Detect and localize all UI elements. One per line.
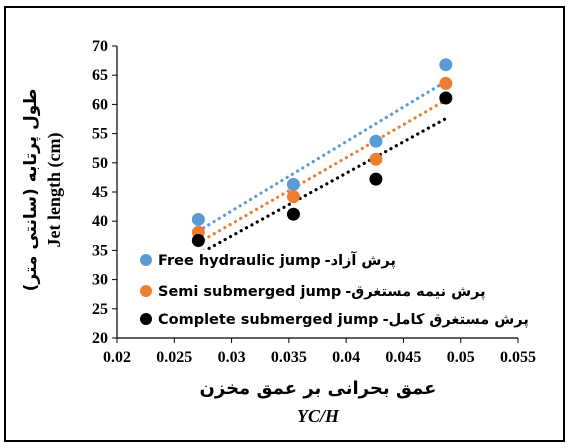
x-tick-labels: 0.02 0.025 0.03 0.035 0.04 0.045 0.05 0.055 [103, 338, 536, 366]
data-points [191, 58, 453, 247]
trendline [196, 98, 448, 245]
legend-label-fa: پرش نیمه مستغرق- [345, 284, 485, 300]
legend-bg [136, 309, 361, 329]
y-axis-label-latin: Jet length (cm) [44, 133, 65, 248]
data-point [191, 212, 205, 226]
data-point [369, 134, 383, 148]
x-tick-label: 0.025 [156, 349, 192, 366]
data-point [191, 233, 205, 247]
legend-marker [140, 254, 152, 266]
data-point [439, 76, 453, 90]
legend-bg [136, 281, 361, 301]
y-tick-label: 50 [92, 155, 108, 172]
trendline [196, 116, 448, 256]
chart-frame [4, 6, 565, 442]
y-tick-label: 25 [92, 301, 108, 318]
y-tick-label: 30 [92, 272, 108, 289]
x-tick-label: 0.055 [500, 349, 536, 366]
y-tick-label: 40 [92, 213, 108, 230]
legend-label: Free hydraulic jump [158, 253, 321, 269]
y-tick-label: 65 [92, 67, 108, 84]
data-point [439, 91, 453, 105]
x-tick-label: 0.04 [332, 349, 360, 366]
y-tick-labels: 20 25 30 35 40 45 50 55 60 65 70 [92, 38, 117, 347]
x-tick-label: 0.035 [271, 349, 307, 366]
y-tick-label: 20 [92, 330, 108, 347]
y-tick-label: 45 [92, 184, 108, 201]
y-tick-label: 60 [92, 96, 108, 113]
trendline [196, 79, 448, 233]
legend-marker [140, 313, 152, 325]
legend-label: Semi submerged jump [158, 284, 341, 300]
trendlines [196, 79, 448, 256]
y-tick-label: 35 [92, 242, 108, 259]
data-point [439, 58, 453, 72]
data-point [286, 190, 300, 204]
x-axis-label: عمق بحرانی بر عمق مخزن [200, 378, 437, 399]
data-point [369, 152, 383, 166]
y-tick-label: 55 [92, 126, 108, 143]
legend-marker [140, 285, 152, 297]
y-axis-label: طول پرتابه (سانتی متر) [21, 89, 41, 292]
data-point [286, 177, 300, 191]
legend-label-fa: پرش مستغرق کامل- [383, 312, 529, 328]
data-point [286, 207, 300, 221]
y-tick-label: 70 [92, 38, 108, 55]
data-point [369, 172, 383, 186]
x-tick-label: 0.03 [218, 349, 246, 366]
x-tick-label: 0.05 [447, 349, 475, 366]
x-tick-label: 0.02 [103, 349, 131, 366]
legend-label: Complete submerged jump [158, 312, 379, 328]
x-tick-label: 0.045 [385, 349, 421, 366]
x-axis-label-latin: YC/H [297, 406, 340, 426]
legend: Free hydraulic jump پرش آزاد- Semi submerg… [136, 250, 529, 329]
legend-label-fa: پرش آزاد- [325, 251, 396, 269]
legend-bg [136, 250, 361, 270]
